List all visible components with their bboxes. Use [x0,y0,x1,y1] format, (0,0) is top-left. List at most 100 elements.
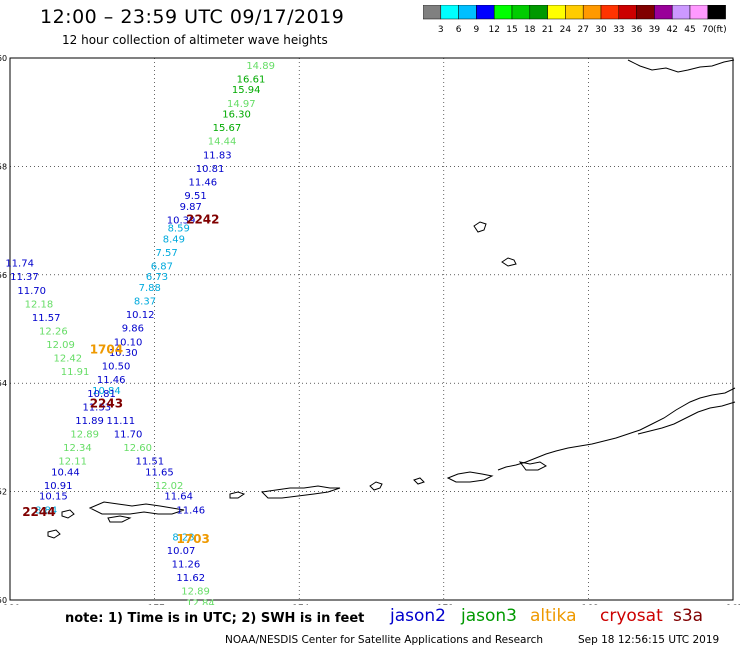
pass-time-label: 2242 [186,212,219,226]
latitude-label: 56 [0,271,7,280]
swh-value: 10.50 [102,362,131,373]
andreanof-islands [260,485,341,499]
swh-value: 11.70 [17,286,46,297]
rat-islands [88,501,185,515]
swh-value: 12.11 [58,457,87,468]
swh-value: 14.44 [208,137,237,148]
swh-value: 10.10 [114,337,143,348]
swh-value: 12.89 [70,429,99,440]
latitude-label: 58 [0,162,7,171]
swh-value: 11.33 [82,402,111,413]
swh-value: 11.26 [172,559,201,570]
longitude-label: -165 [723,604,740,605]
swh-value: 9.51 [184,191,206,202]
legend-jason2: jason2 [390,606,446,626]
swh-value: 12.89 [181,587,210,598]
swh-value: 15.67 [213,123,242,134]
swh-value: 6.73 [146,272,168,283]
colorbar-tick-label: 9 [474,25,480,35]
swh-value: 11.70 [114,429,143,440]
swh-value: 11.11 [107,416,136,427]
swh-value: 12.26 [39,326,68,337]
swh-value: 8.23 [172,532,194,543]
colorbar-tick-label: 33 [613,25,624,35]
colorbar-tick-label: 24 [560,25,572,35]
longitude-label: -171 [434,604,454,605]
wave-height-colorbar: 3 6 9 12 15 18 21 24 27 30 33 36 39 42 45 70 (ft) [423,5,727,35]
pribilof-island-1 [473,221,487,233]
colorbar-tick-label: 12 [488,25,499,35]
unimak-island [518,461,547,471]
wave-height-map: -180 -177 -174 -171 -168 -165 60 58 56 54 52 50 14.… [0,54,740,605]
swh-value: 8.59 [168,223,190,234]
swh-value: 11.51 [135,457,164,468]
swh-value: 11.46 [188,177,217,188]
colorbar-tick-label: 18 [524,25,536,35]
swh-value: 11.62 [176,573,205,584]
colorbar-tick-label: 6 [456,25,462,35]
swh-value: 10.12 [126,310,155,321]
pass-time-label: 1704 [90,342,123,356]
swh-value: 7.57 [156,248,178,259]
swh-value: 10.44 [51,467,80,478]
credit-line: NOAA/NESDIS Center for Satellite Applica… [225,634,543,646]
swh-value: 10.91 [44,481,73,492]
colorbar-tick-label: 70 [702,25,714,35]
swh-value: 16.61 [237,74,266,85]
colorbar-tick-label: 15 [506,25,517,35]
swh-value: 11.83 [203,150,232,161]
swh-value: 14.97 [227,99,256,110]
colorbar-tick-label: 45 [684,25,695,35]
swh-value: 14.89 [246,61,275,72]
longitude-label: -177 [144,604,164,605]
swh-value: 8.84 [35,505,57,516]
swh-value: 11.64 [164,492,193,503]
legend-cryosat: cryosat [600,606,663,626]
latitude-label: 52 [0,488,7,497]
footer-note: note: 1) Time is in UTC; 2) SWH is in fe… [65,611,365,626]
alaska-coast [627,59,735,73]
near-islands [47,529,61,539]
swh-value: 11.37 [10,272,39,283]
colorbar-tick-label: 27 [577,25,588,35]
map-frame [9,57,734,601]
pass-time-labels: 224217042243224417031702 [22,212,219,546]
swh-value: 11.91 [61,367,90,378]
map-title: 12:00 – 23:59 UTC 09/17/2019 [40,6,345,28]
swh-value: 10.30 [109,348,138,359]
longitude-label: -168 [578,604,599,605]
amchitka-island [107,515,132,523]
swh-value: 10.15 [39,492,68,503]
delarof-islands [229,491,246,499]
swh-value: 9.86 [122,324,144,335]
pribilof-island-2 [501,257,517,267]
legend-s3a: s3a [673,606,704,626]
fox-islands [446,471,494,483]
colorbar-tick-label: 42 [666,25,677,35]
lat-lon-grid [9,57,734,601]
colorbar-tick-label: 39 [649,25,661,35]
rat-islands-west [61,509,75,519]
swh-value: 16.30 [222,110,251,121]
swh-value: 11.74 [5,259,34,270]
swh-value: 11.46 [97,375,126,386]
swh-value: 12.09 [46,340,75,351]
swh-value: 10.39 [167,215,196,226]
pass-time-label: 2244 [22,505,55,519]
swh-value: 12.42 [54,354,83,365]
map-subtitle: 12 hour collection of altimeter wave hei… [62,33,328,47]
swh-value: 15.94 [232,85,261,96]
swh-value: 12.60 [123,443,152,454]
swh-value: 6.87 [151,261,173,272]
swh-value: 12.84 [186,599,215,605]
swh-value: 9.87 [180,202,202,213]
legend-jason3: jason3 [461,606,517,626]
islands-of-four-mountains [413,477,425,485]
colorbar-unit: (ft) [713,25,727,35]
andreanof-islands-east [369,481,383,491]
colorbar-tick-label: 36 [631,25,643,35]
colorbar-tick-label: 30 [595,25,607,35]
swh-value: 7.88 [139,283,161,294]
swh-value: 8.49 [163,234,185,245]
